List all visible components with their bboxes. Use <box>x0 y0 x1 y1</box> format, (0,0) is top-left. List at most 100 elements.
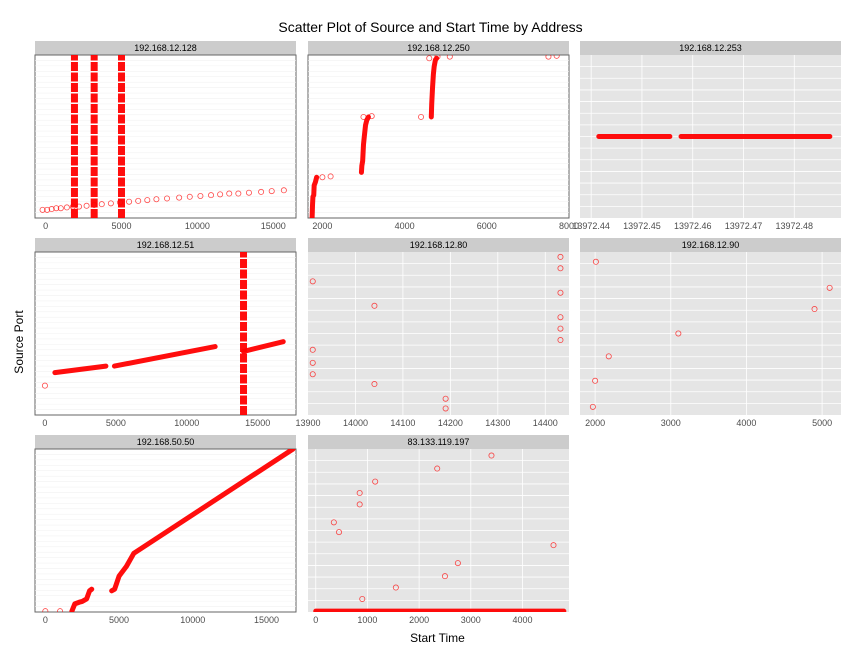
data-trail <box>69 586 95 612</box>
facet-strip-label: 192.168.50.50 <box>137 437 195 447</box>
data-point <box>545 55 552 60</box>
data-point <box>197 192 204 199</box>
data-point <box>359 595 366 602</box>
facet-strip-label: 192.168.12.80 <box>410 240 468 250</box>
x-tick-label: 2000 <box>312 221 332 231</box>
x-tick-label: 15000 <box>245 418 270 428</box>
facet-strip-label: 83.133.119.197 <box>408 437 470 447</box>
data-point <box>557 325 564 332</box>
x-tick-label: 14300 <box>485 418 510 428</box>
x-tick-label: 14200 <box>438 418 463 428</box>
data-point <box>319 174 326 181</box>
data-point <box>330 519 337 526</box>
x-tick-label: 13972.45 <box>623 221 661 231</box>
x-tick-label: 4000 <box>512 615 532 625</box>
x-tick-label: 8000 <box>559 221 579 231</box>
data-point <box>434 465 441 472</box>
data-point <box>309 346 316 353</box>
data-point <box>557 337 564 344</box>
data-trail <box>111 344 218 369</box>
x-tick-label: 5000 <box>109 615 129 625</box>
data-point <box>39 206 46 213</box>
x-tick-label: 2000 <box>409 615 429 625</box>
data-point <box>245 189 252 196</box>
x-tick-label: 13972.48 <box>776 221 814 231</box>
data-point <box>434 55 441 60</box>
data-point <box>48 206 55 213</box>
data-point <box>76 203 83 210</box>
data-layer <box>42 449 296 612</box>
x-tick-label: 1000 <box>357 615 377 625</box>
data-point <box>392 584 399 591</box>
data-point <box>371 302 378 309</box>
x-tick-label: 14100 <box>390 418 415 428</box>
data-point <box>63 204 70 211</box>
data-point <box>557 265 564 272</box>
data-point <box>126 198 133 205</box>
x-tick-label: 13972.44 <box>572 221 610 231</box>
x-tick-label: 4000 <box>736 418 756 428</box>
data-point <box>488 452 495 459</box>
data-point <box>418 113 425 120</box>
facet-strip <box>308 41 569 55</box>
data-trail <box>358 114 371 175</box>
facet-strip <box>308 238 569 252</box>
facet-panel: 192.168.12.128 0 5000 10000 15000 <box>34 41 297 231</box>
data-trail <box>241 339 286 354</box>
facet-panel: 192.168.12.253 13972.44 13972.45 13972.46 13… <box>572 41 841 231</box>
x-tick-label: 13972.46 <box>674 221 712 231</box>
data-point <box>44 206 51 213</box>
data-point <box>442 395 449 402</box>
data-layer <box>309 253 564 412</box>
data-point <box>441 573 448 580</box>
facet-strip <box>35 435 296 449</box>
data-point <box>442 405 449 412</box>
data-point <box>360 113 367 120</box>
data-point <box>309 359 316 366</box>
facet-strip <box>580 41 841 55</box>
data-point <box>116 199 123 206</box>
facet-panel: 192.168.12.51 0 5000 10000 15000 <box>34 238 297 428</box>
x-tick-label: 4000 <box>395 221 415 231</box>
facet-strip-label: 192.168.12.128 <box>134 43 197 53</box>
data-point <box>42 608 49 612</box>
data-point <box>826 284 833 291</box>
data-point <box>91 201 98 208</box>
data-point <box>186 193 193 200</box>
x-tick-label: 15000 <box>254 615 279 625</box>
facet-panel: 192.168.12.90 2000 3000 4000 5000 <box>580 238 841 428</box>
facet-strip-label: 192.168.12.250 <box>407 43 470 53</box>
data-point <box>356 501 363 508</box>
data-point <box>557 314 564 321</box>
facet-panel: 83.133.119.197 0 1000 2000 3000 4000 <box>308 435 569 625</box>
data-point <box>336 529 343 536</box>
x-tick-label: 5000 <box>111 221 131 231</box>
data-point <box>811 306 818 313</box>
data-point <box>53 205 60 212</box>
data-point <box>592 377 599 384</box>
data-point <box>592 258 599 265</box>
data-point <box>153 196 160 203</box>
data-point <box>454 560 461 567</box>
data-layer <box>309 55 560 218</box>
data-point <box>208 192 215 199</box>
data-point <box>135 197 142 204</box>
data-trail <box>309 174 320 218</box>
x-axis-title: Start Time <box>410 631 465 645</box>
facet-strip <box>580 238 841 252</box>
data-point <box>368 113 375 120</box>
data-point <box>57 608 64 612</box>
facet-strip-label: 192.168.12.253 <box>679 43 742 53</box>
x-tick-label: 15000 <box>261 221 286 231</box>
data-point <box>371 381 378 388</box>
data-trail <box>52 363 109 376</box>
data-point <box>605 353 612 360</box>
data-point <box>69 203 76 210</box>
x-tick-label: 13972.47 <box>725 221 763 231</box>
data-point <box>553 55 560 59</box>
data-point <box>164 195 171 202</box>
data-point <box>144 197 151 204</box>
x-tick-label: 5000 <box>812 418 832 428</box>
